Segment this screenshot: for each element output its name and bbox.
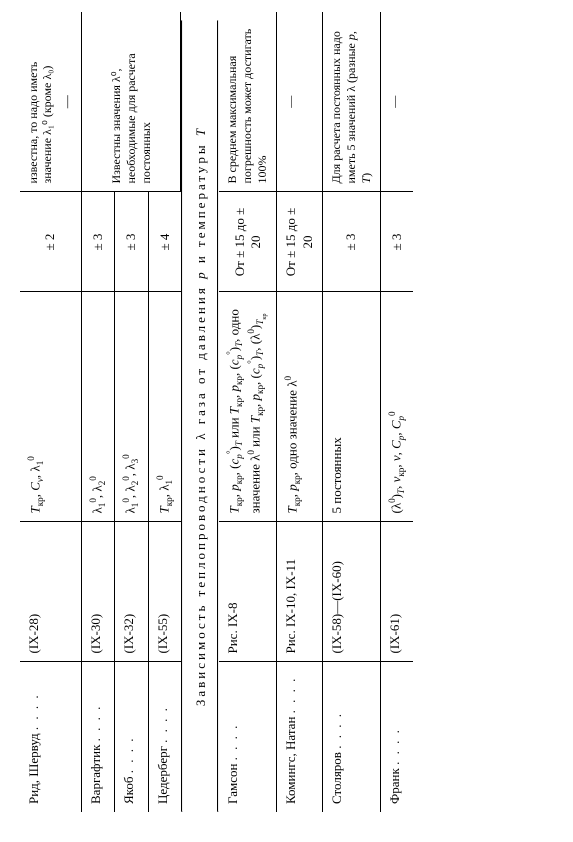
reference-cell: (IX-30) [82,522,115,662]
variables-cell: Tкр, pкр, (cp°)T или Tкр, pкр, (cp°)T, о… [219,292,277,522]
variables-cell: Tкр, λ10 [148,292,181,522]
author-cell: Гамсон . . . . [219,662,277,812]
note-cell: — [380,12,413,192]
error-cell: От ± 15 до ± 20 [277,192,323,292]
note-cell: известна, то надо иметь значение λ₁⁰ (кр… [20,12,82,192]
error-cell: ± 3 [82,192,115,292]
reference-cell: Рис. IX-8 [219,522,277,662]
reference-cell: (IX-58)—(IX-60) [322,522,380,662]
table-row: Варгафтик . . . .(IX-30)λ10, λ20± 3Извес… [82,12,115,812]
upper-table: Рид, Шервуд . . . .(IX-28)Tкр, Cv, λ10± … [20,12,181,812]
author-cell: Варгафтик . . . . [82,662,115,812]
table-row: Франк . . . .(IX-61)(λ0)T, vкр, v, Cp, C… [380,12,413,812]
author-cell: Якоб . . . . [115,662,148,812]
reference-cell: (IX-61) [380,522,413,662]
reference-cell: (IX-55) [148,522,181,662]
note-cell: Для расчета постоянных надо иметь 5 знач… [322,12,380,192]
note-cell-group: Известны значения λ⁰, необходимые для ра… [82,12,181,192]
error-cell: ± 3 [380,192,413,292]
note-cell: В среднем максимальная погрешность может… [219,12,277,192]
error-cell: ± 3 [115,192,148,292]
error-cell: ± 2 [20,192,82,292]
section-title: Зависимость теплопроводности λ газа от д… [183,20,217,812]
table-row: Гамсон . . . .Рис. IX-8Tкр, pкр, (cp°)T … [219,12,277,812]
variables-cell: Tкр, pкр, одно значение λ0 [277,292,323,522]
reference-cell: Рис. IX-10, IX-11 [277,522,323,662]
lower-table: Гамсон . . . .Рис. IX-8Tкр, pкр, (cp°)T … [219,12,413,812]
author-cell: Комингс, Натан . . . . [277,662,323,812]
table-row: Рид, Шервуд . . . .(IX-28)Tкр, Cv, λ10± … [20,12,82,812]
error-cell: От ± 15 до ± 20 [219,192,277,292]
author-cell: Столяров . . . . [322,662,380,812]
error-cell: ± 3 [322,192,380,292]
author-cell: Цедерберг . . . . [148,662,181,812]
error-cell: ± 4 [148,192,181,292]
author-cell: Франк . . . . [380,662,413,812]
variables-cell: (λ0)T, vкр, v, Cp, Cp0 [380,292,413,522]
table-row: Комингс, Натан . . . .Рис. IX-10, IX-11T… [277,12,323,812]
variables-cell: 5 постоянных [322,292,380,522]
variables-cell: λ10, λ20, λ30 [115,292,148,522]
page-root: Рид, Шервуд . . . .(IX-28)Tкр, Cv, λ10± … [0,0,573,842]
author-cell: Рид, Шервуд . . . . [20,662,82,812]
table-row: Столяров . . . .(IX-58)—(IX-60)5 постоян… [322,12,380,812]
variables-cell: Tкр, Cv, λ10 [20,292,82,522]
variables-cell: λ10, λ20 [82,292,115,522]
note-cell: — [277,12,323,192]
reference-cell: (IX-28) [20,522,82,662]
reference-cell: (IX-32) [115,522,148,662]
